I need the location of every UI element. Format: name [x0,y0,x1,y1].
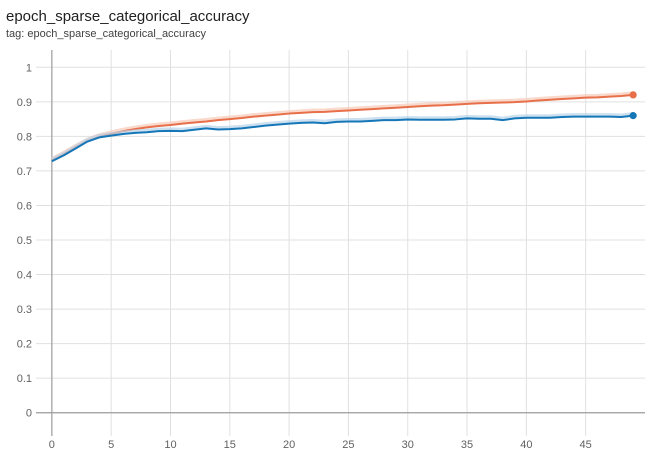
y-tick-label: 0.1 [17,373,32,385]
y-tick-label: 0.3 [17,304,32,316]
chart-card-title: epoch_sparse_categorical_accuracy [6,8,250,25]
y-tick-label: 0.8 [17,131,32,143]
series-end-marker[interactable] [629,91,637,99]
series-raw-line [51,112,634,161]
y-tick-label: 0 [26,408,32,420]
x-tick-label: 45 [580,439,592,451]
series-line[interactable] [51,114,634,163]
series-end-marker[interactable] [629,112,637,120]
x-tick-label: 40 [520,439,532,451]
y-tick-label: 0.7 [17,166,32,178]
y-axis-ticks: 0 0.1 0.2 0.3 0.4 0.5 0.6 0.7 0.8 0.9 1 [17,62,32,419]
x-tick-label: 20 [283,439,295,451]
y-tick-label: 0.2 [17,339,32,351]
chart-series[interactable] [51,91,637,163]
x-tick-label: 10 [164,439,176,451]
series-line[interactable] [51,93,634,162]
y-tick-label: 0.6 [17,200,32,212]
x-tick-label: 0 [49,439,55,451]
x-tick-label: 25 [342,439,354,451]
x-tick-label: 35 [461,439,473,451]
y-tick-label: 0.9 [17,97,32,109]
y-tick-label: 1 [26,62,32,74]
chart-card-tag: tag: epoch_sparse_categorical_accuracy [6,28,206,40]
x-axis-ticks: 0 5 10 15 20 25 30 35 40 45 [49,439,592,451]
series-raw-line [51,91,634,160]
chart-axes [36,50,645,436]
x-tick-label: 30 [402,439,414,451]
y-tick-label: 0.5 [17,235,32,247]
y-tick-label: 0.4 [17,270,32,282]
x-tick-label: 15 [224,439,236,451]
x-tick-label: 5 [108,439,114,451]
